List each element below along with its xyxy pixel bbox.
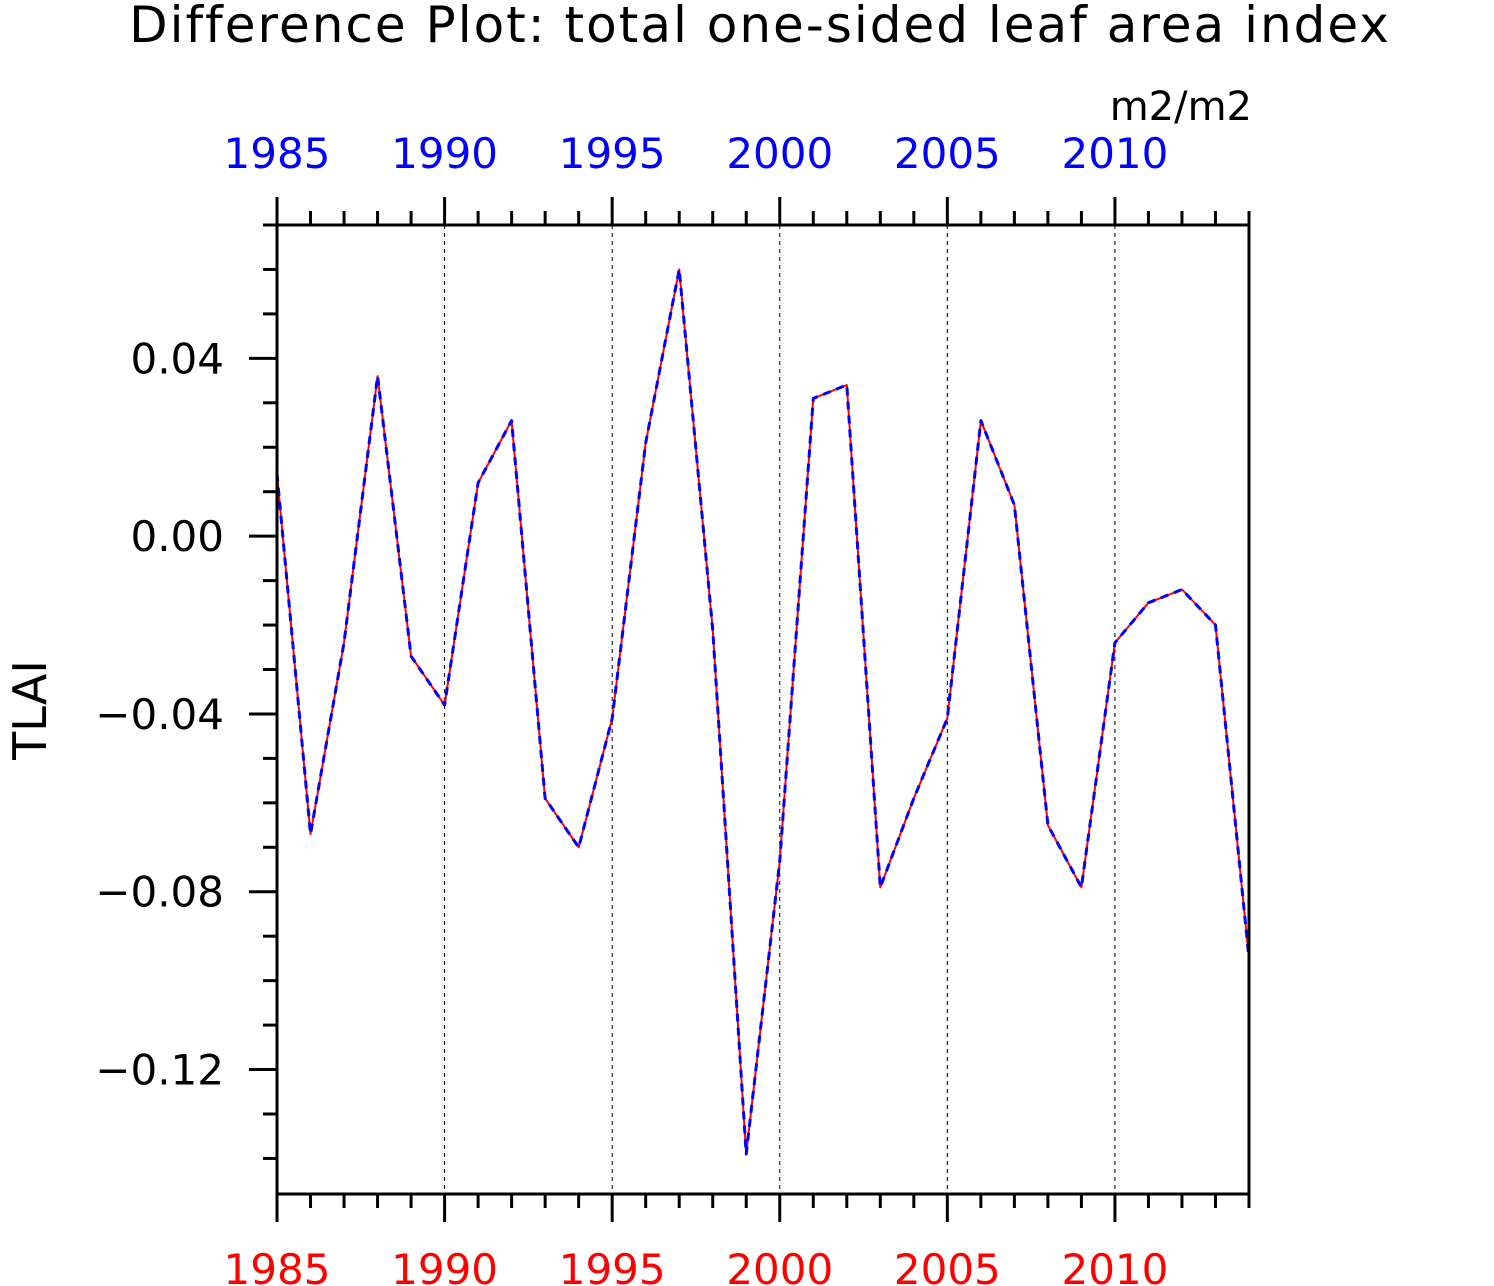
x-tick-label-top: 2005: [894, 129, 1001, 178]
axis-ticks: [249, 197, 1251, 1222]
x-tick-label-top: 2000: [726, 129, 833, 178]
y-tick-label: 0.04: [130, 334, 224, 383]
units-label: m2/m2: [1110, 84, 1252, 130]
x-tick-label-top: 1985: [224, 129, 331, 178]
series-line-2: [275, 267, 1251, 1156]
x-tick-label-bottom: 2000: [726, 1245, 833, 1286]
x-tick-label-bottom: 2010: [1061, 1245, 1168, 1286]
y-tick-label: −0.12: [95, 1046, 224, 1095]
x-tick-label-top: 2010: [1061, 129, 1168, 178]
x-tick-label-bottom: 1995: [559, 1245, 666, 1286]
x-tick-label-top: 1990: [391, 129, 498, 178]
x-tick-label-top: 1995: [559, 129, 666, 178]
y-tick-label: −0.08: [95, 868, 224, 917]
x-tick-label-bottom: 1985: [224, 1245, 331, 1286]
y-tick-label: 0.00: [130, 512, 224, 561]
series-line-1: [276, 268, 1250, 1155]
x-tick-label-bottom: 2005: [894, 1245, 1001, 1286]
y-axis-label: TLAI: [3, 660, 57, 761]
chart-title: Difference Plot: total one-sided leaf ar…: [129, 0, 1391, 54]
y-tick-label: −0.04: [95, 690, 224, 739]
tick-labels: 1985 1985 1990 1990 1995 1995 2000 2000 2005 2005…: [95, 129, 1168, 1286]
x-tick-label-bottom: 1990: [391, 1245, 498, 1286]
plot-frame: [275, 223, 1251, 1196]
series-lines: [275, 267, 1251, 1156]
grid-lines: [444, 225, 1116, 1194]
